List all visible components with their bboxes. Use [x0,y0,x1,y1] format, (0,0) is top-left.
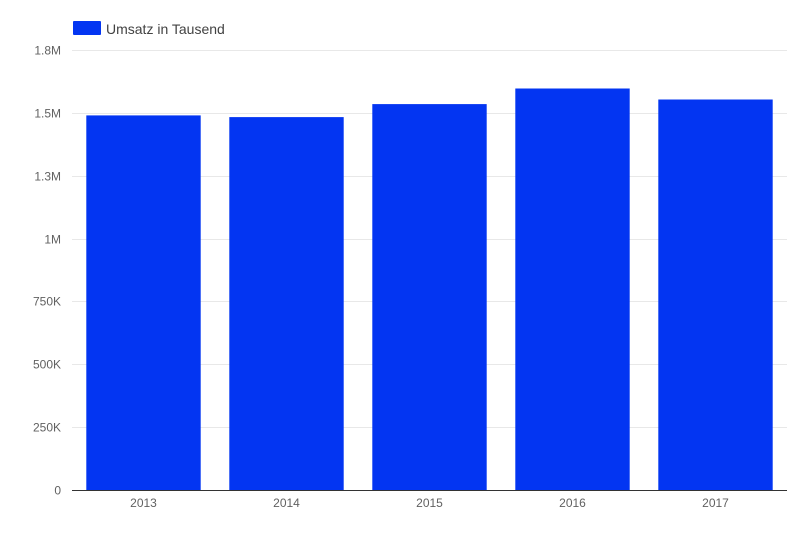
x-tick-label: 2014 [273,496,300,510]
y-tick-label: 250K [33,421,61,435]
y-tick-label: 1M [44,233,61,247]
y-tick-label: 0 [54,484,61,498]
bar-2014 [229,117,344,490]
legend-swatch [73,21,101,35]
x-tick-label: 2017 [702,496,729,510]
bar-2015 [372,104,487,490]
bar-2017 [658,99,773,490]
bars [86,88,773,491]
legend: Umsatz in Tausend [73,21,225,37]
bar-2013 [86,115,201,491]
legend-label: Umsatz in Tausend [106,21,225,37]
y-tick-label: 1.3M [34,170,61,184]
x-tick-label: 2015 [416,496,443,510]
y-tick-label: 750K [33,295,61,309]
bar-2016 [515,88,630,490]
y-tick-label: 1.5M [34,107,61,121]
y-tick-label: 1.8M [34,44,61,58]
axes: 0 250K 500K 750K 1M 1.3M 1.5M 1.8M 2013 2014 2015 2… [33,44,787,510]
x-tick-label: 2013 [130,496,157,510]
y-tick-label: 500K [33,358,61,372]
x-tick-label: 2016 [559,496,586,510]
